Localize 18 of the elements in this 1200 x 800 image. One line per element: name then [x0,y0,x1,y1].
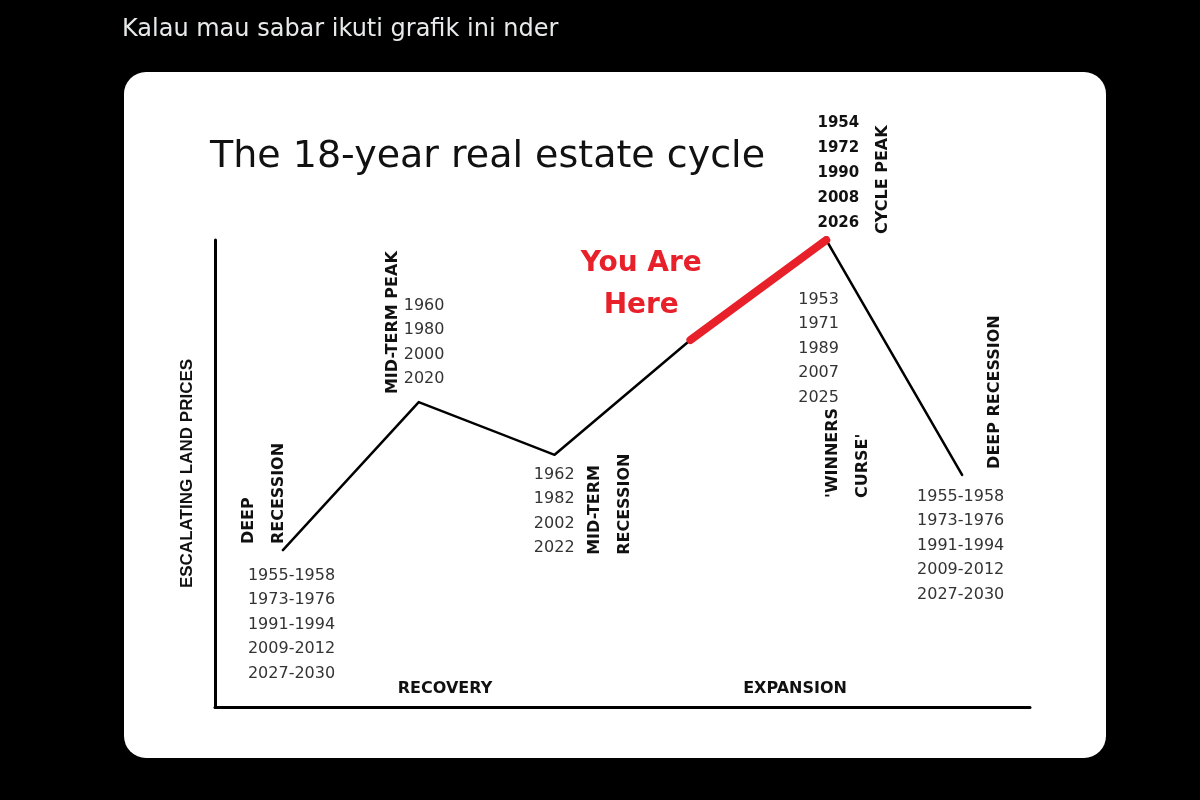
text: 1954 1972 1990 2008 2026 [817,112,860,231]
annotation: 1953 1971 1989 2007 2025 [798,288,839,406]
annotation: 1960 1980 2000 2020 [403,294,445,388]
annotation: RECOVERY [397,677,493,697]
chart-subtitle: Kalau mau sabar ikuti grafik ini nder [122,14,559,42]
annotation: 1955-1958 1973-1976 1991-1994 2009-2012 2027-2030 [247,564,336,682]
y-axis-title: ESCALATING LAND PRICES [177,358,196,589]
annotation: MID-TERM RECESSION [584,453,634,555]
text: CYCLE PEAK [871,124,891,234]
annotation: MID-TERM PEAK [382,250,402,395]
annotation: 1955-1958 1973-1976 1991-1994 2009-2012 2027-2030 [917,485,1005,603]
annotation: EXPANSION [743,677,847,697]
annotation: DEEP RECESSION [238,442,288,545]
annotation: You Are Here [579,244,702,320]
annotation: 'WINNERS CURSE' [821,407,871,498]
annotation: 1962 1982 2002 2022 [533,463,575,557]
annotation: DEEP RECESSION [983,315,1003,469]
chart-title: The 18-year real estate cycle [209,132,766,176]
